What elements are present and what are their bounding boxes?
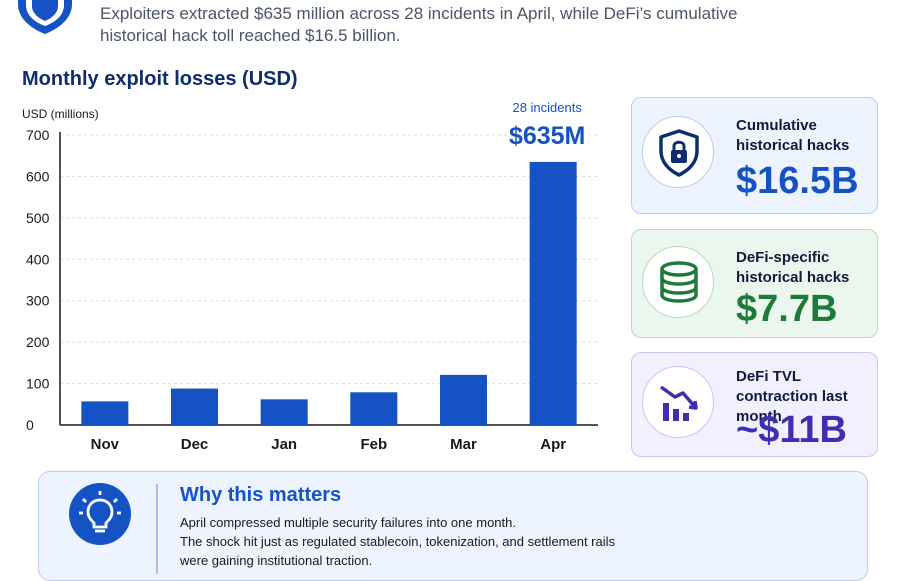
y-tick-label: 400 xyxy=(26,251,50,267)
x-tick-label: Feb xyxy=(360,436,387,453)
y-tick-label: 100 xyxy=(26,376,50,392)
card-label: Cumulative historical hacks xyxy=(736,117,850,154)
stat-card-defi: DeFi-specific historical hacks $7.7B xyxy=(631,229,878,338)
x-tick-label: Apr xyxy=(540,436,566,453)
coin-stack-icon xyxy=(642,246,714,318)
bar-jan xyxy=(260,399,308,425)
stat-card-tvl: DeFi TVL contraction last month ~$11B xyxy=(631,352,878,457)
why-panel: Why this matters April compressed multip… xyxy=(38,471,868,581)
card-value: $16.5B xyxy=(736,160,859,202)
x-tick-label: Dec xyxy=(181,436,209,453)
why-line: April compressed multiple security failu… xyxy=(180,515,516,530)
x-tick-label: Mar xyxy=(450,436,477,453)
header-subtitle: Exploiters extracted $635 million across… xyxy=(100,4,738,45)
why-line: The shock hit just as regulated stableco… xyxy=(180,534,616,549)
y-tick-label: 600 xyxy=(26,168,50,184)
bar-feb xyxy=(350,392,398,425)
annotation-value: $635M xyxy=(509,122,585,150)
bar-chart: USD (millions) 0 100 200 300 400 500 600 700 Nov D… xyxy=(22,100,598,453)
x-tick-label: Nov xyxy=(91,436,120,453)
card-label: DeFi TVL contraction last month xyxy=(736,368,848,425)
bar-mar xyxy=(440,374,487,425)
card-value: ~$11B xyxy=(736,409,847,451)
divider xyxy=(156,484,158,574)
annotation-incidents: 28 incidents xyxy=(512,100,582,115)
y-axis-label: USD (millions) xyxy=(22,107,99,121)
bar-nov xyxy=(81,401,129,425)
y-tick-label: 300 xyxy=(26,293,50,309)
chart-title: Monthly exploit losses (USD) xyxy=(22,68,298,90)
y-tick-label: 200 xyxy=(26,334,50,350)
shield-lock-icon xyxy=(642,116,714,188)
y-tick-label: 700 xyxy=(26,127,50,143)
x-tick-label: Jan xyxy=(271,436,297,453)
shield-icon xyxy=(14,0,76,36)
y-tick-label: 500 xyxy=(26,210,50,226)
why-line: were gaining institutional traction. xyxy=(180,553,373,568)
why-title: Why this matters xyxy=(180,484,342,506)
lightbulb-icon xyxy=(69,483,131,545)
card-label: DeFi-specific historical hacks xyxy=(736,249,850,286)
declining-chart-icon xyxy=(642,366,714,438)
bar-apr xyxy=(529,161,577,425)
stat-card-cumulative: Cumulative historical hacks $16.5B xyxy=(631,97,878,214)
card-value: $7.7B xyxy=(736,288,838,330)
bar-dec xyxy=(171,388,218,425)
y-tick-label: 0 xyxy=(26,417,34,433)
